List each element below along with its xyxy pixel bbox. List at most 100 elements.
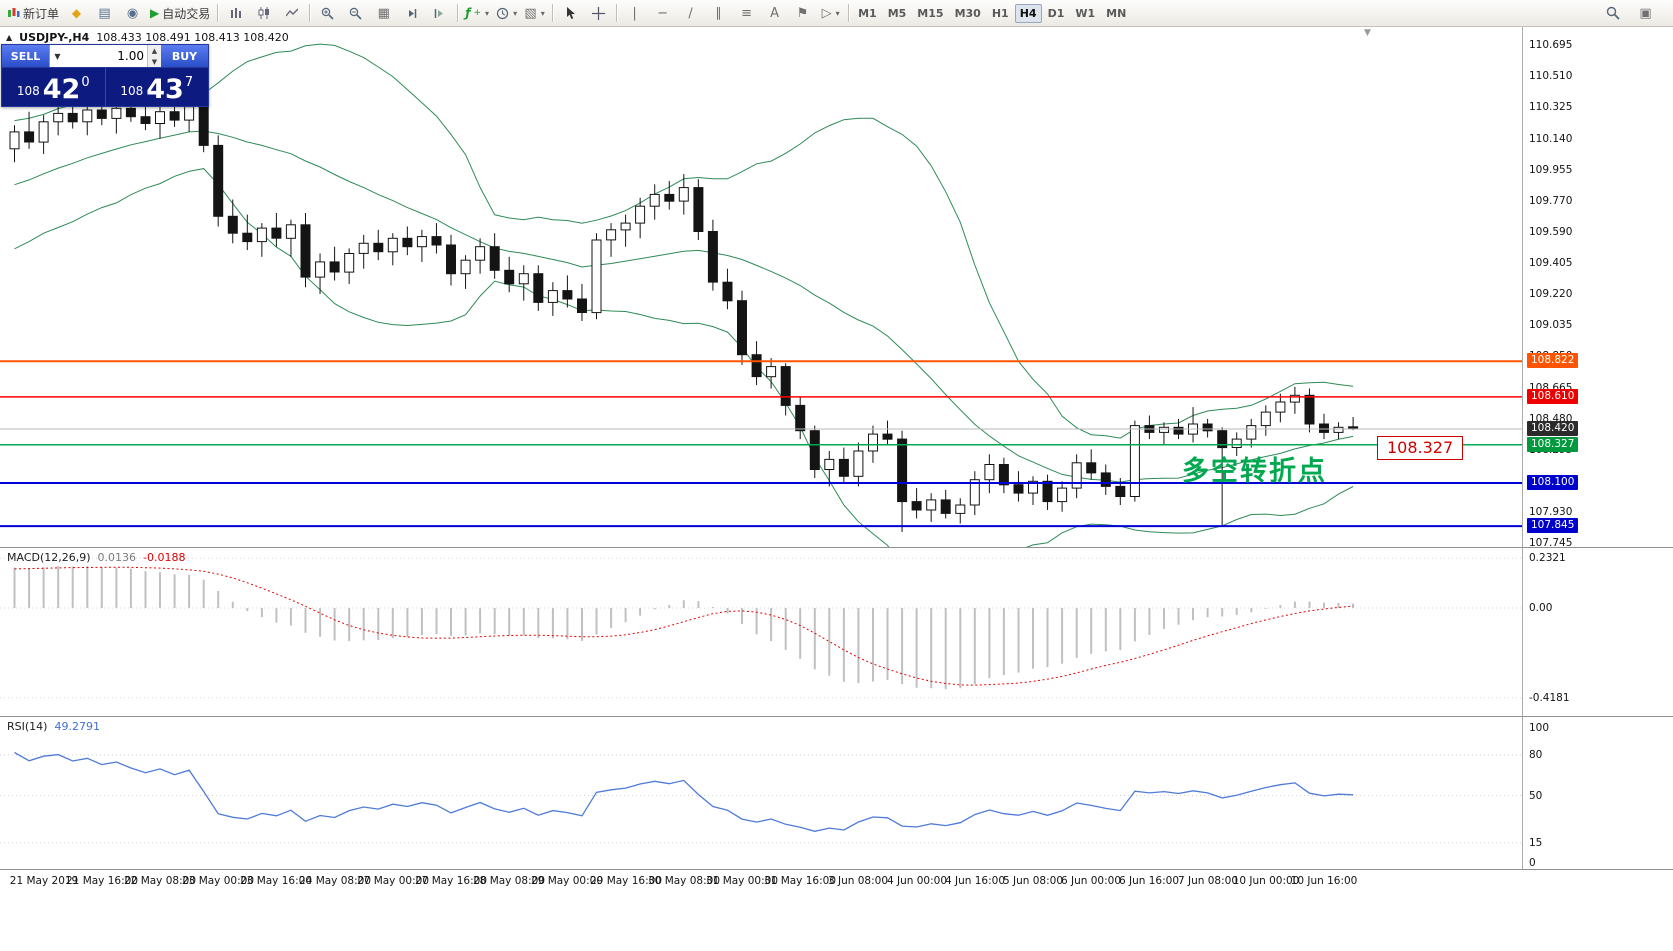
timeframe-button-MN[interactable]: MN bbox=[1106, 6, 1127, 20]
main-price-chart[interactable] bbox=[0, 27, 1522, 547]
label-tool[interactable]: ⚑ bbox=[789, 3, 816, 24]
sell-button[interactable]: SELL bbox=[2, 45, 49, 67]
axis-line bbox=[0, 869, 1673, 870]
crosshair-tool-button[interactable] bbox=[585, 3, 612, 24]
macd-scale-label: 0.00 bbox=[1529, 602, 1553, 614]
timeframe-button-H4[interactable]: H4 bbox=[1014, 3, 1042, 23]
chart-shift-marker[interactable]: ▼ bbox=[1364, 28, 1371, 38]
rsi-scale-label: 0 bbox=[1529, 857, 1536, 869]
buy-button[interactable]: BUY bbox=[161, 45, 208, 67]
line-chart-type-button[interactable] bbox=[278, 3, 305, 24]
rsi-indicator-label: RSI(14) 49.2791 bbox=[7, 720, 100, 733]
toolbar-separator bbox=[848, 4, 850, 22]
price-axis-label: 110.325 bbox=[1529, 101, 1573, 113]
autotrading-button[interactable]: ▶ 自动交易 bbox=[147, 3, 213, 24]
cursor-tool-button[interactable] bbox=[557, 3, 584, 24]
time-axis-label: 31 May 16:00 bbox=[763, 875, 837, 887]
search-button[interactable] bbox=[1599, 3, 1626, 24]
macd-histogram bbox=[13, 566, 1355, 690]
shapes-tool[interactable]: ▷ ▾ bbox=[821, 5, 840, 21]
price-axis-label: 109.035 bbox=[1529, 319, 1573, 331]
price-tag: 108.420 bbox=[1527, 421, 1579, 436]
bar-chart-icon bbox=[230, 8, 241, 18]
volume-dropdown[interactable]: ▼ bbox=[49, 45, 65, 67]
volume-input[interactable]: 1.00 bbox=[65, 45, 147, 67]
new-order-button[interactable]: 新订单 bbox=[4, 3, 62, 24]
periods-button[interactable]: ▾ bbox=[493, 3, 520, 24]
volume-stepper[interactable]: ▲ ▼ bbox=[147, 45, 161, 67]
time-axis-label: 6 Jun 16:00 bbox=[1118, 875, 1180, 887]
time-axis-label: 23 May 16:00 bbox=[239, 875, 313, 887]
timeframe-button-W1[interactable]: W1 bbox=[1075, 6, 1096, 20]
clock-icon bbox=[496, 7, 509, 19]
zoom-in-button[interactable] bbox=[314, 3, 341, 24]
indicators-button[interactable]: ƒ + ▾ bbox=[465, 6, 490, 20]
price-tag: 107.845 bbox=[1527, 518, 1579, 533]
zoom-out-button[interactable] bbox=[342, 3, 369, 24]
time-axis-label: 31 May 00:00 bbox=[705, 875, 779, 887]
chart-annotation[interactable]: 多空转折点 bbox=[1182, 456, 1327, 487]
buy-price[interactable]: 108 43 7 bbox=[120, 74, 194, 106]
panel-splitter[interactable] bbox=[0, 547, 1673, 548]
auto-scroll-button[interactable] bbox=[398, 3, 425, 24]
vertical-line-tool[interactable]: | bbox=[632, 5, 637, 21]
horizontal-line-tool[interactable]: − bbox=[657, 5, 669, 21]
market-watch-icon[interactable]: ▤ bbox=[98, 5, 111, 21]
rsi-scale-label: 100 bbox=[1529, 722, 1550, 734]
time-axis-label: 7 Jun 08:00 bbox=[1177, 875, 1239, 887]
indicators-f-icon: ƒ bbox=[465, 6, 471, 20]
rsi-scale-label: 50 bbox=[1529, 790, 1543, 802]
time-axis[interactable]: 21 May 2019 21 May 16:00 22 May 08:00 23 Ma… bbox=[0, 870, 1673, 895]
timeframe-button-H1[interactable]: H1 bbox=[991, 6, 1009, 20]
text-tool-label: A bbox=[770, 5, 780, 21]
flag-icon: ⚑ bbox=[796, 5, 809, 21]
mql5-community-icon[interactable]: ◆ bbox=[71, 6, 82, 20]
timeframe-button-M30[interactable]: M30 bbox=[954, 6, 981, 20]
macd-panel[interactable] bbox=[0, 548, 1522, 716]
rsi-scale-label: 15 bbox=[1529, 837, 1543, 849]
timeframe-button-M1[interactable]: M1 bbox=[858, 6, 877, 20]
time-axis-label: 28 May 08:00 bbox=[472, 875, 546, 887]
text-tool[interactable]: A bbox=[761, 3, 788, 24]
time-axis-label: 3 Jun 08:00 bbox=[827, 875, 889, 887]
price-axis[interactable]: 110.695 110.510 110.325 110.140 109.955 109.7… bbox=[1523, 27, 1673, 869]
search-icon bbox=[1606, 6, 1620, 20]
trendline-tool[interactable]: ∕ bbox=[688, 5, 693, 21]
time-axis-label: 4 Jun 00:00 bbox=[886, 875, 948, 887]
timeframe-button-M5[interactable]: M5 bbox=[887, 6, 907, 20]
rsi-panel[interactable] bbox=[0, 717, 1522, 869]
zoom-out-icon bbox=[350, 7, 362, 20]
candles bbox=[9, 94, 1359, 532]
toolbar-separator bbox=[217, 4, 219, 22]
toolbar-separator bbox=[552, 4, 554, 22]
time-axis-label: 10 Jun 16:00 bbox=[1290, 875, 1358, 887]
price-callout[interactable]: 108.327 bbox=[1377, 436, 1464, 460]
tile-windows-button[interactable]: ▦ bbox=[377, 5, 390, 21]
template-icon: ▧ bbox=[524, 5, 537, 21]
rsi-line bbox=[14, 751, 1354, 832]
price-tag: 108.822 bbox=[1527, 353, 1579, 368]
chevron-down-icon: ▼ bbox=[151, 57, 158, 66]
channel-tool[interactable]: ∥ bbox=[715, 5, 722, 21]
timeframe-button-M15[interactable]: M15 bbox=[917, 6, 944, 20]
time-axis-label: 21 May 2019 bbox=[9, 875, 79, 887]
templates-button[interactable]: ▧ ▾ bbox=[524, 5, 545, 21]
toolbar-separator bbox=[616, 4, 618, 22]
bar-chart-type-button[interactable] bbox=[222, 3, 249, 24]
candlestick-chart-type-button[interactable] bbox=[250, 3, 277, 24]
chart-header: ▲ USDJPY-,H4 108.433 108.491 108.413 108… bbox=[6, 31, 289, 44]
time-axis-label: 29 May 00:00 bbox=[530, 875, 604, 887]
chevron-down-icon: ▼ bbox=[54, 51, 61, 61]
price-axis-label: 109.955 bbox=[1529, 164, 1573, 176]
fibonacci-tool[interactable]: ≡ bbox=[741, 5, 753, 21]
chart-shift-button[interactable] bbox=[426, 3, 453, 24]
panel-splitter[interactable] bbox=[0, 716, 1673, 717]
window-icon: ▣ bbox=[1639, 5, 1652, 21]
signals-icon[interactable]: ◉ bbox=[126, 5, 139, 21]
symbol-marker-icon: ▲ bbox=[6, 33, 13, 42]
autotrading-play-icon: ▶ bbox=[150, 6, 160, 20]
panels-button[interactable]: ▣ bbox=[1632, 3, 1659, 24]
timeframe-button-D1[interactable]: D1 bbox=[1047, 6, 1065, 20]
sell-price[interactable]: 108 42 0 bbox=[2, 68, 106, 106]
candlestick-icon bbox=[258, 7, 269, 19]
